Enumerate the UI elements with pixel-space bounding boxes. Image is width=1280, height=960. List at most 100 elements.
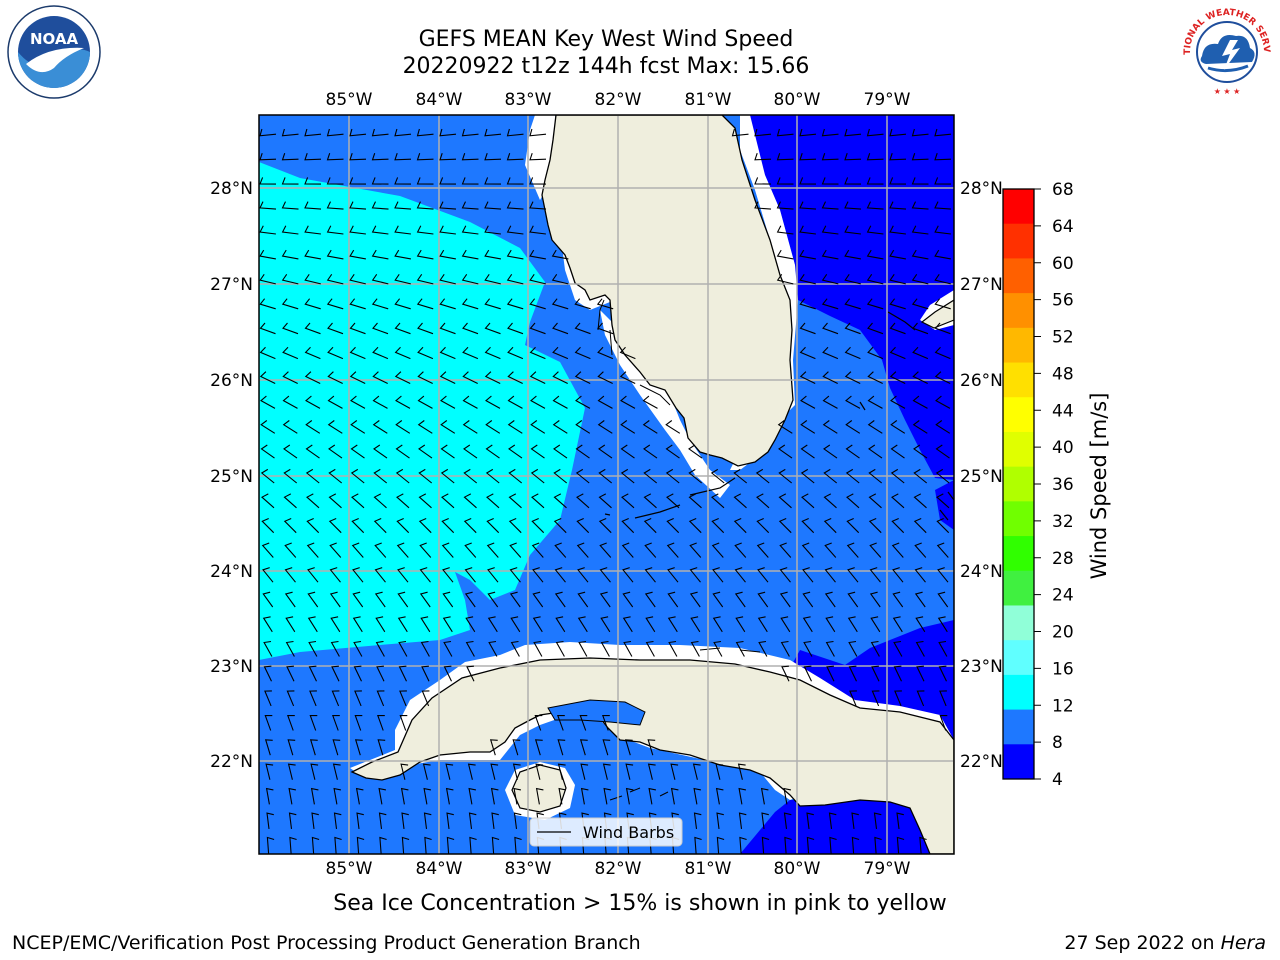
wind-barb [282, 420, 298, 434]
wind-barb [913, 517, 927, 534]
wind-barb [694, 836, 702, 854]
wind-barb [304, 201, 322, 210]
wind-barb [757, 591, 769, 608]
wind-barb [421, 690, 430, 707]
wind-barb [731, 128, 749, 137]
wind-barb [889, 346, 906, 360]
wind-barb [266, 812, 274, 829]
wind-barb [896, 836, 905, 854]
wind-barb [507, 371, 523, 384]
wind-barb [738, 787, 747, 805]
wind-barb [667, 591, 679, 608]
wind-barb [260, 420, 276, 434]
wind-barb [554, 567, 566, 583]
wind-barb [734, 591, 746, 608]
wind-barb [486, 542, 499, 558]
wind-barb [484, 298, 501, 310]
wind-barb [914, 542, 927, 558]
wind-barb [416, 128, 434, 137]
wind-barb [283, 444, 298, 459]
wind-barb [463, 468, 478, 484]
wind-barb [441, 493, 455, 509]
wind-barb [823, 493, 837, 509]
wind-barb [442, 591, 454, 608]
wind-barb [485, 468, 500, 484]
wind-barb [374, 591, 386, 608]
lon-label-top: 82°W [595, 90, 642, 110]
wind-barb [799, 153, 817, 161]
wind-barb [799, 128, 817, 137]
wind-barb [394, 249, 411, 260]
colorbar-segment [1003, 293, 1034, 329]
wind-barb [688, 493, 702, 509]
wind-barb [416, 298, 434, 310]
wind-barb [667, 616, 678, 633]
wind-barb [531, 493, 545, 509]
wind-barb [439, 153, 457, 161]
wind-barb [597, 346, 614, 360]
wind-barb [647, 739, 656, 756]
wind-barb [394, 153, 412, 161]
wind-barb [304, 128, 322, 137]
wind-barb [283, 517, 297, 534]
wind-barb [690, 640, 700, 657]
wind-barb [283, 468, 298, 484]
wind-barb [800, 468, 815, 484]
wind-barb [778, 517, 792, 534]
wind-barb [465, 616, 476, 633]
wind-barb [333, 787, 342, 805]
wind-barb [529, 153, 547, 161]
wind-barb [555, 640, 565, 657]
wind-barb [821, 153, 839, 161]
wind-barb [311, 812, 319, 829]
wind-barb [259, 249, 276, 260]
wind-barb [866, 153, 884, 161]
wind-barb [507, 395, 523, 409]
wind-barb [419, 591, 431, 608]
wind-barb [692, 763, 701, 780]
wind-barb [260, 395, 276, 409]
wind-barb [577, 567, 589, 583]
wind-barb [261, 517, 275, 534]
wind-barb [780, 616, 791, 633]
wind-barb [553, 517, 567, 534]
wind-barb [826, 665, 835, 682]
wind-barb [396, 517, 410, 534]
wind-barb [326, 201, 344, 210]
wind-barb [349, 322, 366, 335]
wind-barb [461, 249, 479, 260]
wind-barb [260, 468, 275, 484]
wind-barb [281, 225, 299, 235]
wind-barb [326, 225, 344, 235]
wind-barb [761, 836, 770, 854]
wind-barb [529, 177, 547, 185]
wind-barb [442, 616, 453, 633]
wind-barb [507, 420, 523, 434]
wind-barb [372, 420, 388, 434]
wind-barb [689, 591, 701, 608]
wind-barb [349, 225, 366, 235]
wind-barb [625, 787, 634, 805]
wind-barb [579, 714, 588, 731]
wind-barb [310, 763, 319, 780]
wind-barb [779, 567, 791, 583]
wind-barb [371, 225, 389, 235]
wind-barb [869, 542, 882, 558]
wind-barb [912, 346, 929, 360]
wind-barb [374, 567, 386, 583]
wind-barb [288, 787, 297, 805]
wind-barb [509, 567, 521, 583]
florida-land [541, 115, 794, 467]
wind-barb [783, 787, 792, 805]
wind-barb [462, 322, 479, 335]
wind-barb [756, 493, 770, 509]
wind-barb [351, 493, 365, 509]
lon-label-bottom: 82°W [595, 859, 642, 879]
wind-barb [889, 153, 907, 161]
wind-barb [282, 371, 298, 384]
wind-barb [461, 201, 479, 210]
wind-barb [890, 444, 905, 459]
wind-barb [844, 177, 862, 185]
lat-label-left: 28°N [210, 179, 253, 199]
wind-barb [889, 298, 906, 310]
